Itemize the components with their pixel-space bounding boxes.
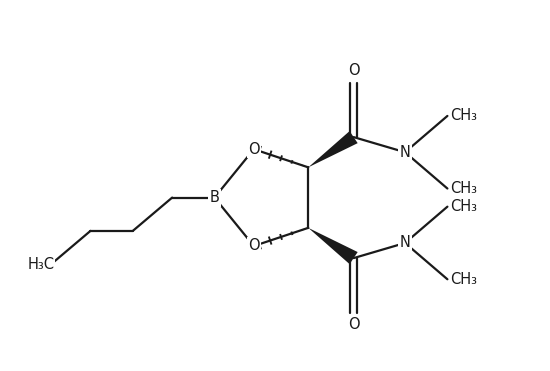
Text: N: N [400, 145, 410, 160]
Text: B: B [210, 190, 219, 205]
Polygon shape [308, 131, 358, 167]
Text: O: O [248, 239, 260, 253]
Polygon shape [308, 228, 358, 264]
Text: O: O [348, 63, 360, 78]
Text: CH₃: CH₃ [450, 181, 477, 196]
Text: CH₃: CH₃ [450, 199, 477, 214]
Text: CH₃: CH₃ [450, 272, 477, 287]
Text: CH₃: CH₃ [450, 108, 477, 124]
Text: N: N [400, 236, 410, 250]
Text: O: O [348, 317, 360, 332]
Text: H₃C: H₃C [27, 257, 54, 272]
Text: O: O [248, 142, 260, 157]
